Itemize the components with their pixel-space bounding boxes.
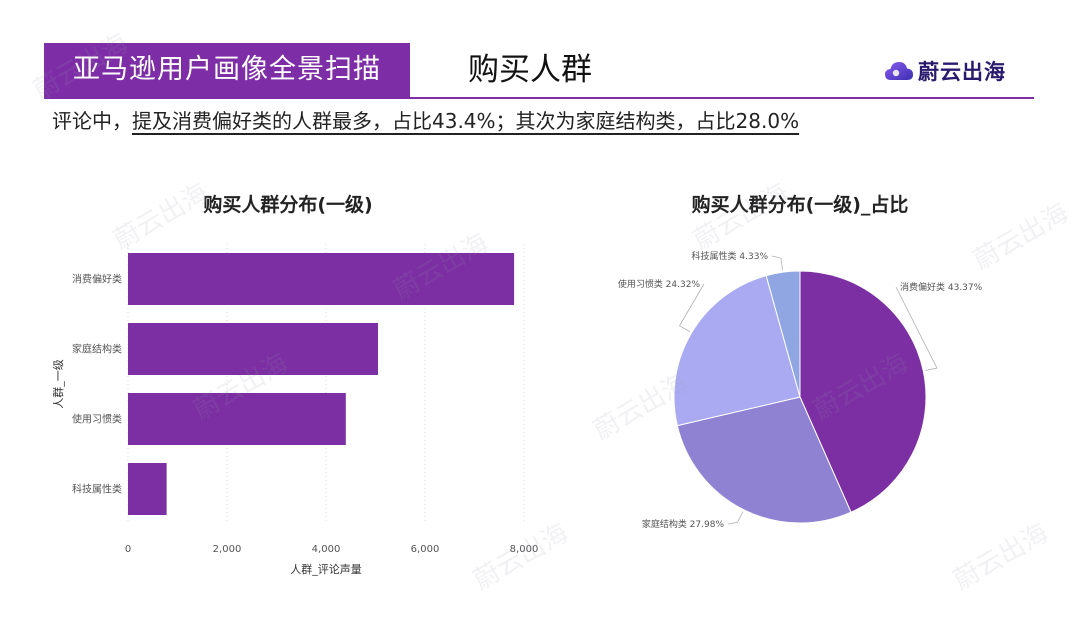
watermark-text: 蔚云出海 xyxy=(469,518,574,596)
pie-slice-3 xyxy=(673,275,801,427)
logo-text: 蔚云出海 xyxy=(918,60,1006,84)
x-tick-label: 8,000 xyxy=(510,544,539,555)
pie-chart: 消费偏好类 43.37% 家庭结构类 27.98% 使用习惯类 24.32% 科技属性… xyxy=(618,250,983,530)
x-tick-label: 4,000 xyxy=(312,544,341,555)
x-axis-label: 人群_评论声量 xyxy=(290,562,362,576)
pie-slice-label: 科技属性类 4.33% xyxy=(692,250,769,262)
x-tick-label: 2,000 xyxy=(213,544,242,555)
y-category-label: 科技属性类 xyxy=(72,483,122,496)
pie-slice-1 xyxy=(799,270,927,513)
watermark-text: 蔚云出海 xyxy=(689,178,794,256)
bar-1 xyxy=(128,253,515,305)
pie-slice-label: 消费偏好类 43.37% xyxy=(900,281,983,293)
summary-text: 评论中，提及消费偏好类的人群最多，占比43.4%；其次为家庭结构类，占比28.0… xyxy=(52,106,799,136)
y-axis-label: 人群_一级 xyxy=(51,359,65,409)
x-tick-label: 6,000 xyxy=(411,544,440,555)
pie-leader-line xyxy=(895,286,938,371)
pie-slice-label: 家庭结构类 27.98% xyxy=(642,518,725,530)
header-divider xyxy=(44,97,1034,99)
y-category-label: 使用习惯类 xyxy=(72,413,122,426)
pie-leader-line xyxy=(771,255,784,271)
pie-slice-2 xyxy=(676,396,852,524)
bar-chart-title: 购买人群分布(一级) xyxy=(203,194,373,216)
summary-highlight: 提及消费偏好类的人群最多，占比43.4%；其次为家庭结构类，占比28.0% xyxy=(132,109,800,133)
watermark-text: 蔚云出海 xyxy=(949,518,1054,596)
bar-2 xyxy=(128,323,378,375)
pie-leader-line xyxy=(678,283,705,333)
x-tick-label: 0 xyxy=(125,544,131,555)
pie-chart-title: 购买人群分布(一级)_占比 xyxy=(691,194,909,216)
pie-leader-line xyxy=(727,511,744,525)
bar-chart: 0 2,000 4,000 6,000 8,000 消费偏好类家庭结构类使用习惯类科技属性… xyxy=(51,244,538,576)
bar-3 xyxy=(128,393,346,445)
y-category-label: 消费偏好类 xyxy=(72,273,122,286)
brand-logo: 蔚云出海 xyxy=(884,55,1006,87)
cloud-logo-icon xyxy=(885,62,913,80)
pie-slice-4 xyxy=(765,270,801,398)
y-category-label: 家庭结构类 xyxy=(72,343,122,356)
report-banner: 亚马逊用户画像全景扫描 xyxy=(44,43,410,97)
section-title: 购买人群 xyxy=(468,52,592,88)
bar-4 xyxy=(128,463,167,515)
watermark-text: 蔚云出海 xyxy=(969,198,1074,276)
summary-prefix: 评论中， xyxy=(52,109,132,133)
pie-slice-label: 使用习惯类 24.32% xyxy=(618,278,701,290)
watermark-text: 蔚云出海 xyxy=(109,178,214,256)
watermark-text: 蔚云出海 xyxy=(29,28,134,106)
